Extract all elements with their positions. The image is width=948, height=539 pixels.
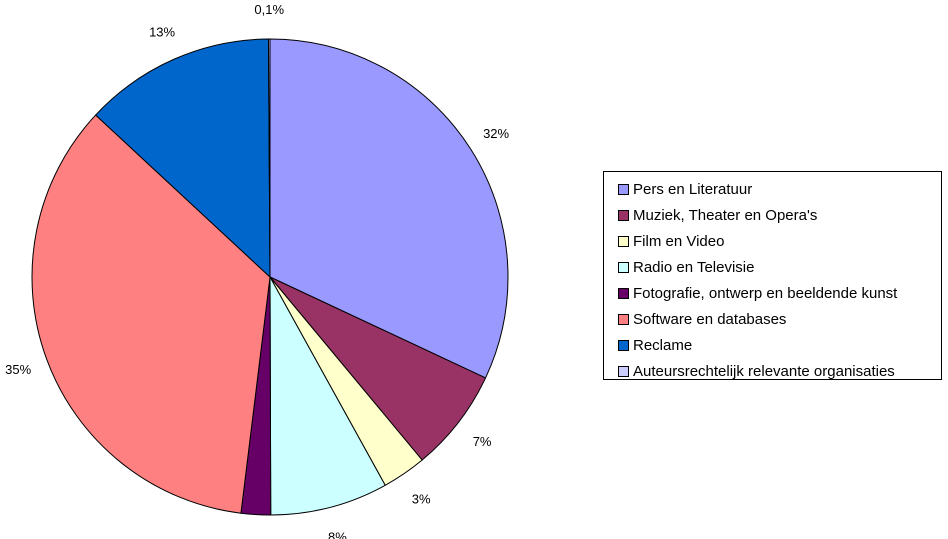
- pie-slice: [269, 276, 386, 516]
- legend-swatch: [618, 365, 629, 377]
- legend-item: Software en databases: [618, 306, 941, 332]
- legend-label: Reclame: [633, 336, 693, 354]
- legend-swatch: [618, 210, 629, 222]
- chart-legend: Pers en Literatuur Muziek, Theater en Ope…: [603, 171, 942, 380]
- legend-item: Film en Video: [618, 229, 941, 255]
- pie-data-label: 0,1%: [254, 2, 284, 17]
- pie-slice: [268, 38, 271, 278]
- legend-item: Radio en Televisie: [618, 255, 941, 281]
- pie-data-label: 32%: [483, 126, 509, 141]
- legend-item: Auteursrechtelijk relevante organisaties: [618, 358, 941, 384]
- legend-item: Reclame: [618, 332, 941, 358]
- pie-data-label: 7%: [473, 434, 492, 449]
- legend-label: Software en databases: [633, 310, 787, 328]
- legend-swatch: [618, 262, 629, 274]
- legend-swatch: [618, 313, 629, 325]
- legend-item: Muziek, Theater en Opera's: [618, 203, 941, 229]
- legend-label: Pers en Literatuur: [633, 181, 753, 199]
- legend-swatch: [618, 339, 629, 351]
- legend-label: Muziek, Theater en Opera's: [633, 207, 818, 225]
- legend-swatch: [618, 184, 629, 196]
- legend-label: Radio en Televisie: [633, 259, 755, 277]
- pie-slice: [31, 114, 271, 514]
- legend-label: Fotografie, ontwerp en beeldende kunst: [633, 285, 898, 302]
- pie-data-label: 3%: [412, 491, 431, 506]
- pie-data-labels: 32% 7% 3% 8% 2% 35% 13% 0,1%: [5, 2, 509, 539]
- pie-data-label: 35%: [5, 362, 31, 377]
- pie-slice: [95, 38, 271, 278]
- legend-label: Auteursrechtelijk relevante organisaties: [633, 362, 895, 380]
- pie-slices: [31, 38, 509, 516]
- pie-slice: [269, 38, 509, 379]
- pie-data-label: 2%: [245, 538, 264, 539]
- legend-item: Fotografie, ontwerp en beeldende kunst: [618, 281, 941, 307]
- legend-swatch: [618, 288, 629, 299]
- pie-slice: [269, 276, 487, 461]
- pie-data-label: 13%: [149, 25, 175, 40]
- legend-label: Film en Video: [633, 233, 725, 251]
- pie-data-label: 8%: [328, 529, 347, 539]
- legend-item: Pers en Literatuur: [618, 177, 941, 203]
- legend-swatch: [618, 236, 629, 248]
